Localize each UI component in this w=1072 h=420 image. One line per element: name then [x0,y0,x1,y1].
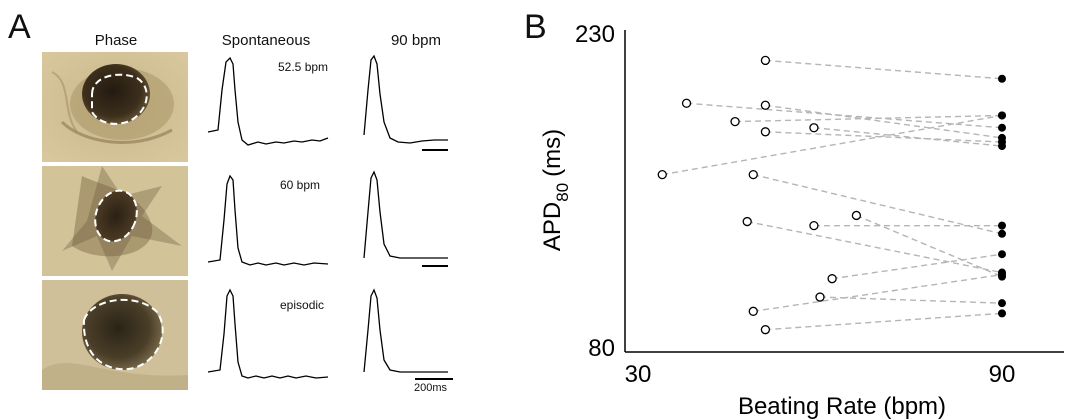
spontaneous-trace-3 [207,288,329,379]
spontaneous-point-8 [748,169,758,180]
x-tick-label-max: 90 [989,361,1016,388]
pair-line-8 [753,173,1003,235]
spontaneous-point-14 [760,325,771,335]
rate-label-3: episodic [280,298,325,312]
paced-scale-bar-2 [422,265,448,267]
paced-trace-3 [363,288,448,373]
y-tick-label-max: 230 [575,21,615,48]
pair-line-11 [856,214,1003,278]
spontaneous-point-9 [742,216,752,227]
pair-lines [662,59,1003,331]
paced-point-13 [998,270,1006,279]
pair-line-1 [765,59,1003,80]
spontaneous-point-2 [681,98,692,108]
phase-image-3 [42,280,188,390]
pair-line-4 [735,114,1003,123]
paced-column-header: 90 bpm [390,32,442,49]
y-axis-label-unit: (ms) [539,129,566,177]
spontaneous-point-6 [809,123,819,133]
paced-point-7 [998,111,1006,120]
paced-point-10 [998,221,1006,230]
spontaneous-point-12 [827,274,837,284]
x-axis-label: Beating Rate (bpm) [738,393,946,420]
spontaneous-point-15 [815,292,825,302]
spontaneous-trace-2 [207,174,329,266]
paced-point-6 [998,142,1006,151]
phase-column-header: Phase [94,32,138,49]
pair-line-13 [753,273,1003,313]
paced-point-2 [998,123,1006,132]
spontaneous-point-11 [851,210,862,221]
y-axis-label-subscript: 80 [553,183,572,202]
pair-line-7 [662,114,1003,176]
paced-trace-1 [363,54,448,144]
paced-trace-2 [363,170,448,259]
y-axis-label: APD80 (ms) [539,129,572,251]
paced-point-8 [998,229,1006,238]
spontaneous-column-header: Spontaneous [221,32,311,49]
paced-point-14 [998,309,1006,318]
phase-image-1 [42,52,188,162]
pair-line-15 [819,296,1003,304]
x-tick-label-min: 30 [625,361,652,388]
spontaneous-point-5 [760,127,771,137]
pair-line-6 [813,127,1003,147]
spontaneous-point-10 [809,220,819,231]
time-scale-bar [415,378,453,380]
y-tick-label-min: 80 [588,335,615,362]
pair-line-9 [747,220,1003,274]
spontaneous-points [657,55,862,335]
pair-line-2 [686,102,1003,129]
paced-point-15 [998,299,1006,308]
phase-image-2 [42,166,188,276]
paced-points [998,74,1006,318]
apd-vs-rate-chart: 230 80 30 90 Beating Rate (bpm) APD80(ms… [539,21,1064,420]
panel-b-letter: B [524,8,547,46]
spontaneous-trace-1 [207,56,329,146]
spontaneous-point-3 [760,100,771,110]
spontaneous-point-7 [657,169,667,180]
paced-scale-bar-1 [422,149,448,151]
rate-label-2: 60 bpm [280,178,321,192]
y-axis-label-main: APD [539,202,566,251]
spontaneous-point-1 [760,55,771,66]
paced-point-12 [998,250,1006,259]
paced-point-1 [998,74,1006,83]
rate-label-1: 52.5 bpm [278,60,329,74]
time-scale-label: 200ms [414,382,448,394]
pair-line-12 [832,253,1003,280]
spontaneous-point-13 [748,306,758,316]
pair-line-14 [765,312,1003,331]
panel-a-letter: A [8,8,31,46]
spontaneous-point-4 [730,116,740,127]
